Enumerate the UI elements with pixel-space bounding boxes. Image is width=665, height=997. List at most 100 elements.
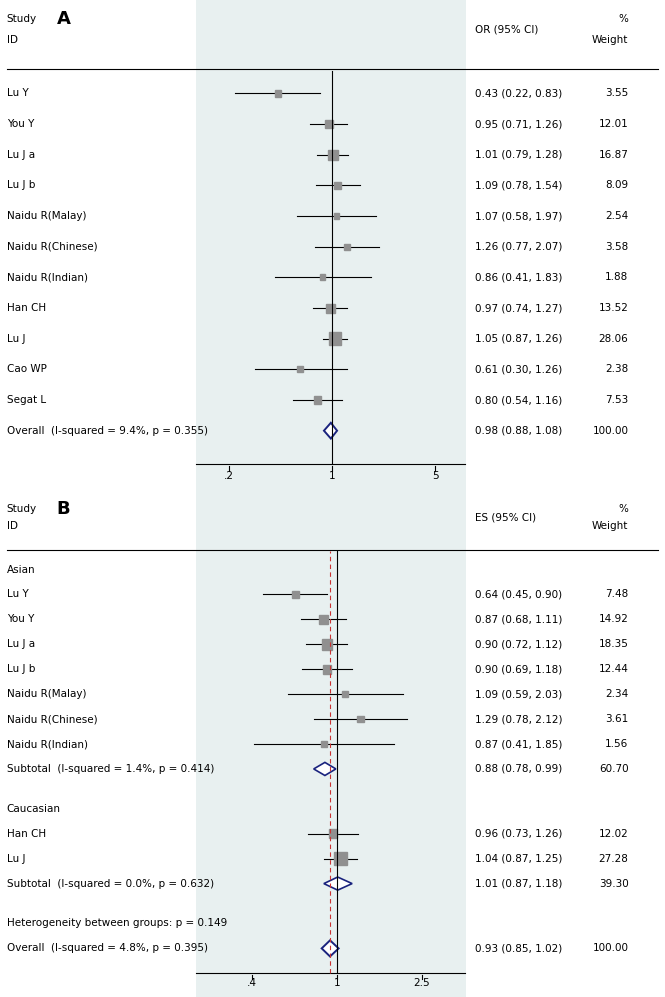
Text: Lu J b: Lu J b: [7, 180, 35, 190]
Text: Lu J: Lu J: [7, 853, 25, 863]
Text: Lu J: Lu J: [7, 334, 25, 344]
Bar: [319, 614, 329, 624]
Text: ID: ID: [7, 35, 18, 45]
Text: Study: Study: [7, 503, 37, 513]
Text: Overall  (I-squared = 4.8%, p = 0.395): Overall (I-squared = 4.8%, p = 0.395): [7, 943, 207, 953]
Text: 39.30: 39.30: [598, 878, 628, 888]
Text: Cao WP: Cao WP: [7, 364, 47, 374]
Text: 14.92: 14.92: [598, 614, 628, 624]
Text: Naidu R(Malay): Naidu R(Malay): [7, 689, 86, 699]
Bar: [321, 741, 327, 747]
Text: 3.61: 3.61: [605, 714, 628, 724]
Text: 0.98 (0.88, 1.08): 0.98 (0.88, 1.08): [475, 426, 563, 436]
Text: Weight: Weight: [592, 35, 628, 45]
Text: ID: ID: [7, 520, 18, 530]
Bar: [342, 691, 348, 697]
Text: 1.01 (0.87, 1.18): 1.01 (0.87, 1.18): [475, 878, 563, 888]
Text: .4: .4: [247, 978, 257, 988]
Text: 16.87: 16.87: [598, 150, 628, 160]
Text: 18.35: 18.35: [598, 639, 628, 649]
Bar: [315, 396, 321, 404]
Text: 0.97 (0.74, 1.27): 0.97 (0.74, 1.27): [475, 303, 563, 313]
Text: Caucasian: Caucasian: [7, 804, 61, 814]
Text: 0.88 (0.78, 0.99): 0.88 (0.78, 0.99): [475, 764, 563, 774]
Text: Lu J a: Lu J a: [7, 639, 35, 649]
Text: 1.05 (0.87, 1.26): 1.05 (0.87, 1.26): [475, 334, 563, 344]
Text: 60.70: 60.70: [598, 764, 628, 774]
Text: Han CH: Han CH: [7, 303, 46, 313]
Bar: [326, 303, 334, 313]
Bar: [322, 639, 332, 650]
Text: 1.07 (0.58, 1.97): 1.07 (0.58, 1.97): [475, 211, 563, 221]
Text: 1.56: 1.56: [605, 739, 628, 749]
Text: 2.54: 2.54: [605, 211, 628, 221]
Text: Study: Study: [7, 14, 37, 24]
Text: 0.86 (0.41, 1.83): 0.86 (0.41, 1.83): [475, 272, 563, 282]
Text: Overall  (I-squared = 9.4%, p = 0.355): Overall (I-squared = 9.4%, p = 0.355): [7, 426, 207, 436]
Text: 1: 1: [333, 978, 340, 988]
Text: 13.52: 13.52: [598, 303, 628, 313]
Text: %: %: [618, 503, 628, 513]
Bar: [328, 150, 338, 160]
Text: 0.87 (0.68, 1.11): 0.87 (0.68, 1.11): [475, 614, 563, 624]
Text: 0.95 (0.71, 1.26): 0.95 (0.71, 1.26): [475, 120, 563, 130]
Text: 0.80 (0.54, 1.16): 0.80 (0.54, 1.16): [475, 395, 563, 405]
Text: 0.64 (0.45, 0.90): 0.64 (0.45, 0.90): [475, 589, 563, 599]
Text: 7.53: 7.53: [605, 395, 628, 405]
Bar: [292, 590, 299, 598]
Text: You Y: You Y: [7, 120, 34, 130]
Text: 1.29 (0.78, 2.12): 1.29 (0.78, 2.12): [475, 714, 563, 724]
Text: 0.90 (0.69, 1.18): 0.90 (0.69, 1.18): [475, 664, 563, 674]
Text: 12.44: 12.44: [598, 664, 628, 674]
Text: %: %: [618, 14, 628, 24]
Text: 2.34: 2.34: [605, 689, 628, 699]
Text: Naidu R(Chinese): Naidu R(Chinese): [7, 241, 97, 252]
Text: Segat L: Segat L: [7, 395, 46, 405]
Text: OR (95% CI): OR (95% CI): [475, 24, 539, 34]
Text: 1.09 (0.59, 2.03): 1.09 (0.59, 2.03): [475, 689, 563, 699]
Text: 3.55: 3.55: [605, 89, 628, 99]
Text: Lu Y: Lu Y: [7, 89, 29, 99]
Bar: [329, 830, 337, 838]
Text: 8.09: 8.09: [605, 180, 628, 190]
Text: Naidu R(Indian): Naidu R(Indian): [7, 739, 88, 749]
Polygon shape: [324, 877, 352, 890]
Text: Han CH: Han CH: [7, 829, 46, 838]
Bar: [334, 213, 339, 219]
Text: 1: 1: [329, 472, 335, 482]
Bar: [323, 665, 331, 674]
Text: 0.90 (0.72, 1.12): 0.90 (0.72, 1.12): [475, 639, 563, 649]
Bar: [275, 91, 281, 97]
Text: .2: .2: [224, 472, 234, 482]
Bar: [196, 0, 466, 494]
Text: 0.61 (0.30, 1.26): 0.61 (0.30, 1.26): [475, 364, 563, 374]
Text: A: A: [57, 10, 70, 28]
Text: 12.01: 12.01: [598, 120, 628, 130]
Text: 2.38: 2.38: [605, 364, 628, 374]
Text: Naidu R(Malay): Naidu R(Malay): [7, 211, 86, 221]
Polygon shape: [322, 940, 338, 956]
Text: 12.02: 12.02: [598, 829, 628, 838]
Polygon shape: [314, 763, 336, 776]
Text: 2.5: 2.5: [414, 978, 430, 988]
Text: 1.88: 1.88: [605, 272, 628, 282]
Polygon shape: [324, 423, 337, 439]
Text: 1.04 (0.87, 1.25): 1.04 (0.87, 1.25): [475, 853, 563, 863]
Text: B: B: [57, 499, 70, 517]
Text: Subtotal  (I-squared = 0.0%, p = 0.632): Subtotal (I-squared = 0.0%, p = 0.632): [7, 878, 213, 888]
Text: 0.96 (0.73, 1.26): 0.96 (0.73, 1.26): [475, 829, 563, 838]
Text: Naidu R(Chinese): Naidu R(Chinese): [7, 714, 97, 724]
Bar: [329, 332, 342, 345]
Bar: [357, 716, 364, 723]
Text: 3.58: 3.58: [605, 241, 628, 252]
Text: 0.93 (0.85, 1.02): 0.93 (0.85, 1.02): [475, 943, 563, 953]
Text: 7.48: 7.48: [605, 589, 628, 599]
Text: 1.01 (0.79, 1.28): 1.01 (0.79, 1.28): [475, 150, 563, 160]
Bar: [325, 120, 333, 129]
Text: 1.26 (0.77, 2.07): 1.26 (0.77, 2.07): [475, 241, 563, 252]
Text: Heterogeneity between groups: p = 0.149: Heterogeneity between groups: p = 0.149: [7, 918, 227, 928]
Text: Weight: Weight: [592, 520, 628, 530]
Text: Lu J b: Lu J b: [7, 664, 35, 674]
Text: 27.28: 27.28: [598, 853, 628, 863]
Text: 0.43 (0.22, 0.83): 0.43 (0.22, 0.83): [475, 89, 563, 99]
